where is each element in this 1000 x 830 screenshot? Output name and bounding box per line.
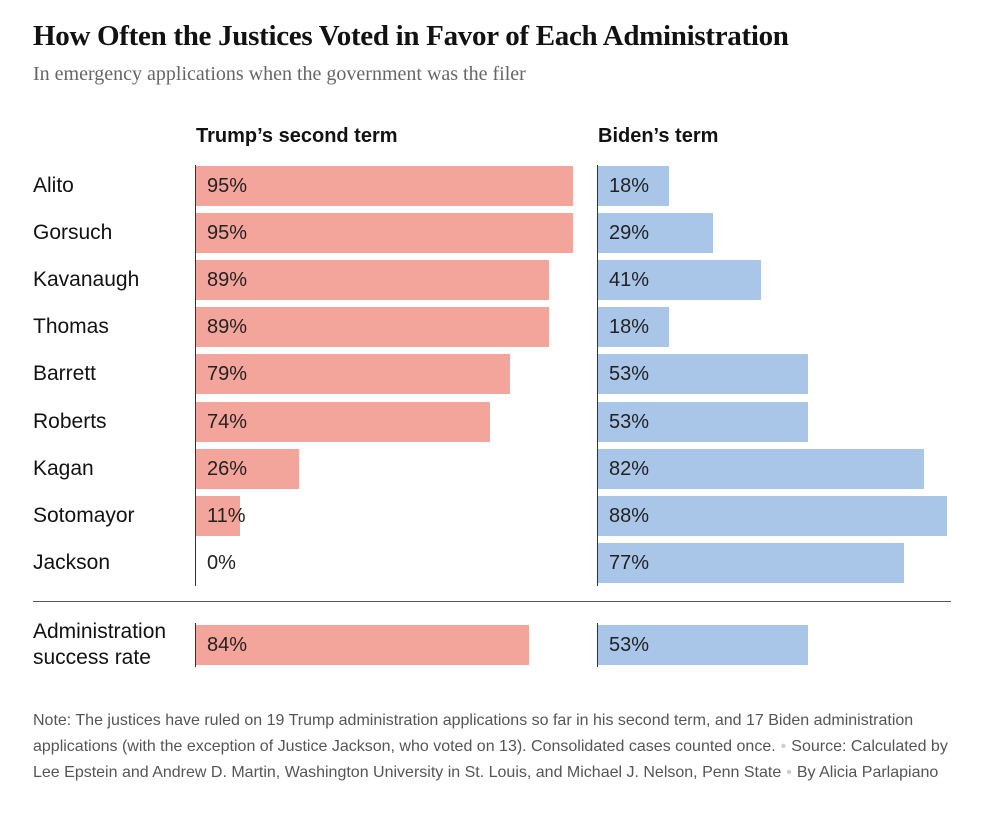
axis-line bbox=[597, 165, 598, 586]
value-label: 41% bbox=[609, 269, 650, 292]
axis-line bbox=[597, 623, 598, 667]
chart-title: How Often the Justices Voted in Favor of… bbox=[33, 20, 789, 52]
category-label: Gorsuch bbox=[33, 221, 113, 245]
bar bbox=[598, 542, 904, 583]
bar bbox=[598, 495, 948, 536]
bar bbox=[598, 354, 809, 395]
value-label: 53% bbox=[609, 634, 650, 656]
bar bbox=[598, 307, 670, 348]
value-label: 88% bbox=[609, 504, 650, 527]
panel-header: Biden’s term bbox=[598, 125, 719, 147]
category-label: Jackson bbox=[33, 550, 111, 574]
bar bbox=[196, 166, 574, 206]
source: Source: Calculated by Lee Epstein and An… bbox=[33, 738, 948, 781]
value-label: 84% bbox=[207, 634, 248, 656]
value-label: 95% bbox=[207, 222, 248, 245]
separator: • bbox=[786, 764, 792, 781]
bar bbox=[196, 448, 300, 489]
bar bbox=[598, 260, 761, 301]
divider bbox=[33, 601, 951, 602]
value-label: 0% bbox=[207, 551, 236, 574]
category-label: Barrett bbox=[33, 362, 97, 386]
value-label: 53% bbox=[609, 410, 650, 433]
value-label: 29% bbox=[609, 222, 650, 245]
bar bbox=[196, 260, 550, 301]
value-label: 18% bbox=[609, 175, 650, 197]
axis-line bbox=[195, 623, 196, 667]
bar bbox=[598, 401, 809, 442]
bar bbox=[196, 213, 574, 254]
category-label: Roberts bbox=[33, 409, 107, 433]
bar bbox=[196, 307, 550, 348]
value-label: 95% bbox=[207, 175, 248, 197]
bar bbox=[196, 625, 530, 665]
value-label: 77% bbox=[609, 551, 650, 574]
category-label: Administration success rate bbox=[33, 620, 167, 669]
value-label: 82% bbox=[609, 457, 650, 480]
value-label: 26% bbox=[207, 457, 248, 480]
value-label: 89% bbox=[207, 269, 248, 292]
panel-header: Trump’s second term bbox=[196, 125, 398, 147]
value-label: 74% bbox=[207, 410, 248, 433]
value-label: 53% bbox=[609, 363, 650, 386]
bar bbox=[598, 625, 809, 665]
axis-line bbox=[195, 165, 196, 586]
bar bbox=[598, 213, 714, 254]
category-label: Thomas bbox=[33, 315, 109, 339]
value-label: 89% bbox=[207, 316, 248, 339]
bar bbox=[196, 401, 490, 442]
bar bbox=[196, 354, 510, 395]
chart-subtitle: In emergency applications when the gover… bbox=[33, 63, 526, 85]
value-label: 79% bbox=[207, 363, 248, 386]
separator: • bbox=[780, 738, 787, 755]
footnote: Note: The justices have ruled on 19 Trum… bbox=[33, 708, 963, 786]
bar bbox=[598, 166, 670, 206]
note: Note: The justices have ruled on 19 Trum… bbox=[33, 712, 914, 755]
bar bbox=[196, 495, 240, 536]
value-label: 11% bbox=[207, 504, 246, 527]
value-label: 18% bbox=[609, 316, 650, 339]
bar bbox=[598, 448, 924, 489]
category-label: Alito bbox=[33, 174, 74, 197]
category-label: Kagan bbox=[33, 456, 94, 480]
category-label: Kavanaugh bbox=[33, 268, 140, 292]
byline: By Alicia Parlapiano bbox=[796, 764, 939, 781]
category-label: Sotomayor bbox=[33, 503, 135, 527]
